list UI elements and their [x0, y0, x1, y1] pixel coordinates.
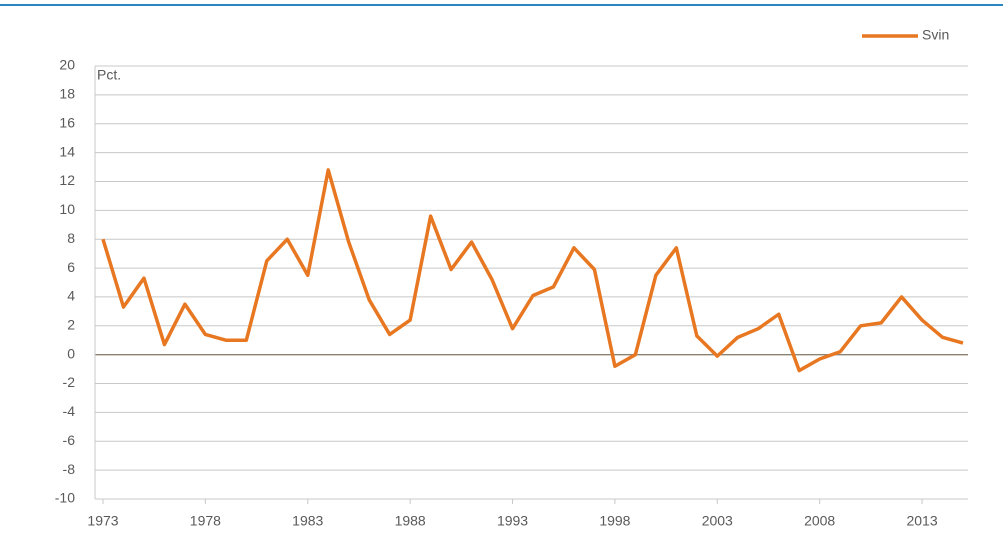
- y-tick-label: 18: [59, 86, 75, 102]
- x-tick-label: 2013: [906, 513, 937, 529]
- y-tick-label: 0: [67, 345, 75, 361]
- x-tick-label: 1993: [497, 513, 528, 529]
- series-line: [101, 168, 964, 373]
- y-tick-label: -6: [63, 432, 76, 448]
- y-tick-label: 2: [67, 317, 75, 333]
- x-tick-label: 1988: [395, 513, 426, 529]
- y-tick-label: 12: [59, 172, 75, 188]
- y-tick-label: 14: [59, 143, 75, 159]
- x-tick-label: 2008: [804, 513, 835, 529]
- y-tick-label: 6: [67, 259, 75, 275]
- x-tick-label: 1983: [292, 513, 323, 529]
- y-tick-label: -10: [55, 490, 75, 506]
- y-tick-label: 10: [59, 201, 75, 217]
- y-tick-label: -2: [63, 374, 76, 390]
- y-tick-label: 8: [67, 230, 75, 246]
- y-tick-label: 4: [67, 288, 75, 304]
- x-tick-label: 1998: [599, 513, 630, 529]
- y-tick-label: -8: [63, 461, 76, 477]
- legend-label: Svin: [922, 27, 949, 43]
- y-tick-label: 20: [59, 57, 75, 73]
- y-tick-label: 16: [59, 114, 75, 130]
- x-tick-label: 1973: [87, 513, 118, 529]
- y-axis-label: Pct.: [97, 67, 121, 83]
- y-tick-label: -4: [63, 403, 76, 419]
- x-tick-label: 1978: [190, 513, 221, 529]
- x-tick-label: 2003: [702, 513, 733, 529]
